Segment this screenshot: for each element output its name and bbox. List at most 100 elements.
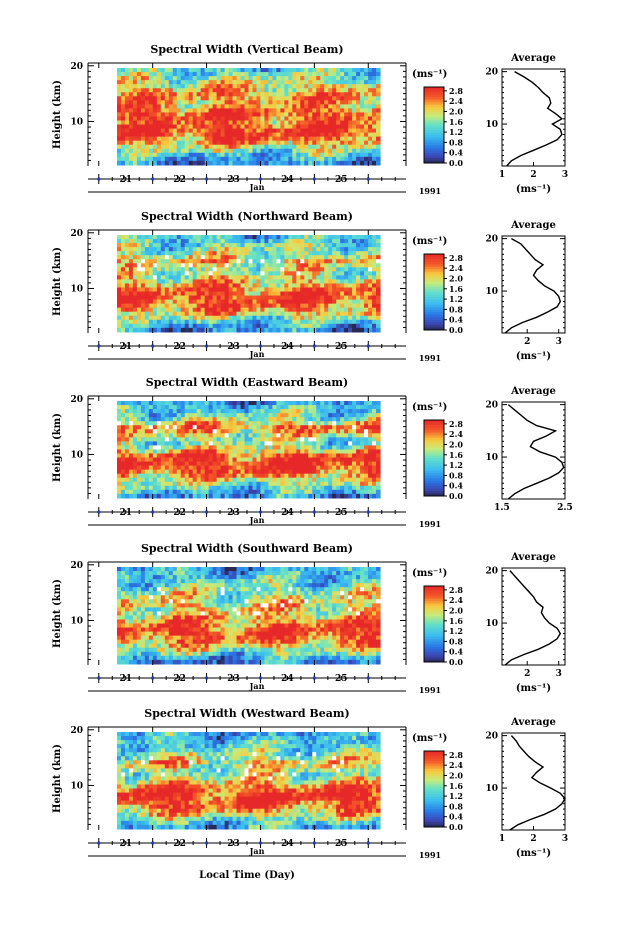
heatmap-cell xyxy=(220,148,226,154)
heatmap-cell xyxy=(328,84,333,89)
heatmap-cell xyxy=(132,401,138,406)
heatmap-cell xyxy=(160,429,166,434)
heatmap-cell xyxy=(204,469,210,475)
heatmap-cell xyxy=(168,433,174,438)
heatmap-cell xyxy=(176,315,182,321)
heatmap-cell xyxy=(248,453,254,459)
heatmap-cell xyxy=(368,315,373,321)
colorbar-tick-label: 2.4 xyxy=(449,263,463,273)
heatmap-cell xyxy=(140,429,146,434)
heatmap-cell xyxy=(236,88,242,93)
heatmap-cell xyxy=(128,92,134,97)
heatmap-cell xyxy=(148,413,154,418)
heatmap-cell xyxy=(192,299,198,305)
heatmap-cell xyxy=(304,291,309,297)
heatmap-cell xyxy=(160,92,166,97)
heatmap-cell xyxy=(188,279,194,285)
heatmap-cell xyxy=(352,152,357,158)
heatmap-cell xyxy=(264,445,270,451)
heatmap-cell xyxy=(176,239,182,244)
heatmap-cell xyxy=(272,251,277,256)
heatmap-cell xyxy=(132,319,138,325)
heatmap-cell xyxy=(276,128,281,134)
heatmap-cell xyxy=(220,104,226,109)
heatmap-cell xyxy=(208,84,214,89)
heatmap-cell xyxy=(148,156,154,162)
heatmap-cell xyxy=(328,263,333,268)
heatmap-cell xyxy=(184,453,190,459)
heatmap-cell xyxy=(284,311,289,317)
heatmap-cell xyxy=(136,401,142,406)
heatmap-cell xyxy=(276,247,281,252)
heatmap-cell xyxy=(124,461,130,467)
heatmap-cell xyxy=(120,401,126,406)
heatmap-cell xyxy=(300,76,305,81)
heatmap-cell xyxy=(308,473,313,479)
heatmap-cell xyxy=(344,445,349,451)
heatmap-cell xyxy=(220,116,226,122)
heatmap-cell xyxy=(192,160,198,166)
heatmap-cell xyxy=(188,92,194,97)
heatmap-cell xyxy=(332,303,337,309)
heatmap-cell xyxy=(260,112,266,118)
heatmap-cell xyxy=(352,132,357,138)
heatmap-cell xyxy=(160,68,166,73)
heatmap-cell xyxy=(176,156,182,162)
heatmap-cell xyxy=(332,283,337,289)
heatmap-cell xyxy=(120,457,126,463)
heatmap-cell xyxy=(352,100,357,105)
heatmap-cell xyxy=(224,80,230,85)
heatmap-cell xyxy=(204,473,210,479)
heatmap-cell xyxy=(316,291,321,297)
heatmap-cell xyxy=(172,160,178,166)
heatmap-cell xyxy=(312,409,317,414)
heatmap-cell xyxy=(268,160,273,166)
heatmap-cell xyxy=(312,413,317,418)
heatmap-cell xyxy=(336,283,341,289)
heatmap-cell xyxy=(164,144,170,150)
heatmap-cell xyxy=(372,128,377,134)
heatmap-cell xyxy=(332,251,337,256)
heatmap-cell xyxy=(228,156,234,162)
heatmap-cell xyxy=(117,259,122,264)
heatmap-cell xyxy=(304,251,309,256)
heatmap-cell xyxy=(176,425,182,430)
heatmap-cell xyxy=(196,283,202,289)
heatmap-cell xyxy=(228,481,234,487)
heatmap-cell xyxy=(117,120,122,126)
heatmap-cell xyxy=(316,259,321,264)
heatmap-cell xyxy=(320,84,325,89)
heatmap-cell xyxy=(216,124,222,130)
heatmap-cell xyxy=(156,136,162,142)
heatmap-cell xyxy=(216,489,222,495)
heatmap-cell xyxy=(348,104,353,109)
heatmap-cell xyxy=(212,469,218,475)
heatmap-cell xyxy=(364,100,369,105)
heatmap-cell xyxy=(224,319,230,325)
heatmap-cell xyxy=(280,156,285,162)
heatmap-cell xyxy=(348,493,353,499)
x-tick-label: 21 xyxy=(119,342,132,352)
heatmap-cell xyxy=(300,453,305,459)
heatmap-cell xyxy=(132,156,138,162)
heatmap-cell xyxy=(344,104,349,109)
heatmap-cell xyxy=(348,235,353,240)
heatmap-cell xyxy=(288,84,293,89)
heatmap-cell xyxy=(168,80,174,85)
heatmap-cell xyxy=(224,271,230,276)
heatmap-cell xyxy=(344,88,349,93)
heatmap-cell xyxy=(296,96,301,101)
heatmap-cell xyxy=(264,68,270,73)
heatmap-cell xyxy=(372,96,377,101)
heatmap-cell xyxy=(272,445,277,451)
heatmap-cell xyxy=(136,421,142,426)
heatmap-cell xyxy=(260,243,266,248)
heatmap-cell xyxy=(304,295,309,301)
heatmap-cell xyxy=(148,441,154,447)
heatmap-cell xyxy=(216,255,222,260)
heatmap-cell xyxy=(232,449,238,455)
heatmap-cell xyxy=(244,144,250,150)
heatmap-cell xyxy=(336,421,341,426)
heatmap-cell xyxy=(140,247,146,252)
heatmap-cell xyxy=(192,417,198,422)
